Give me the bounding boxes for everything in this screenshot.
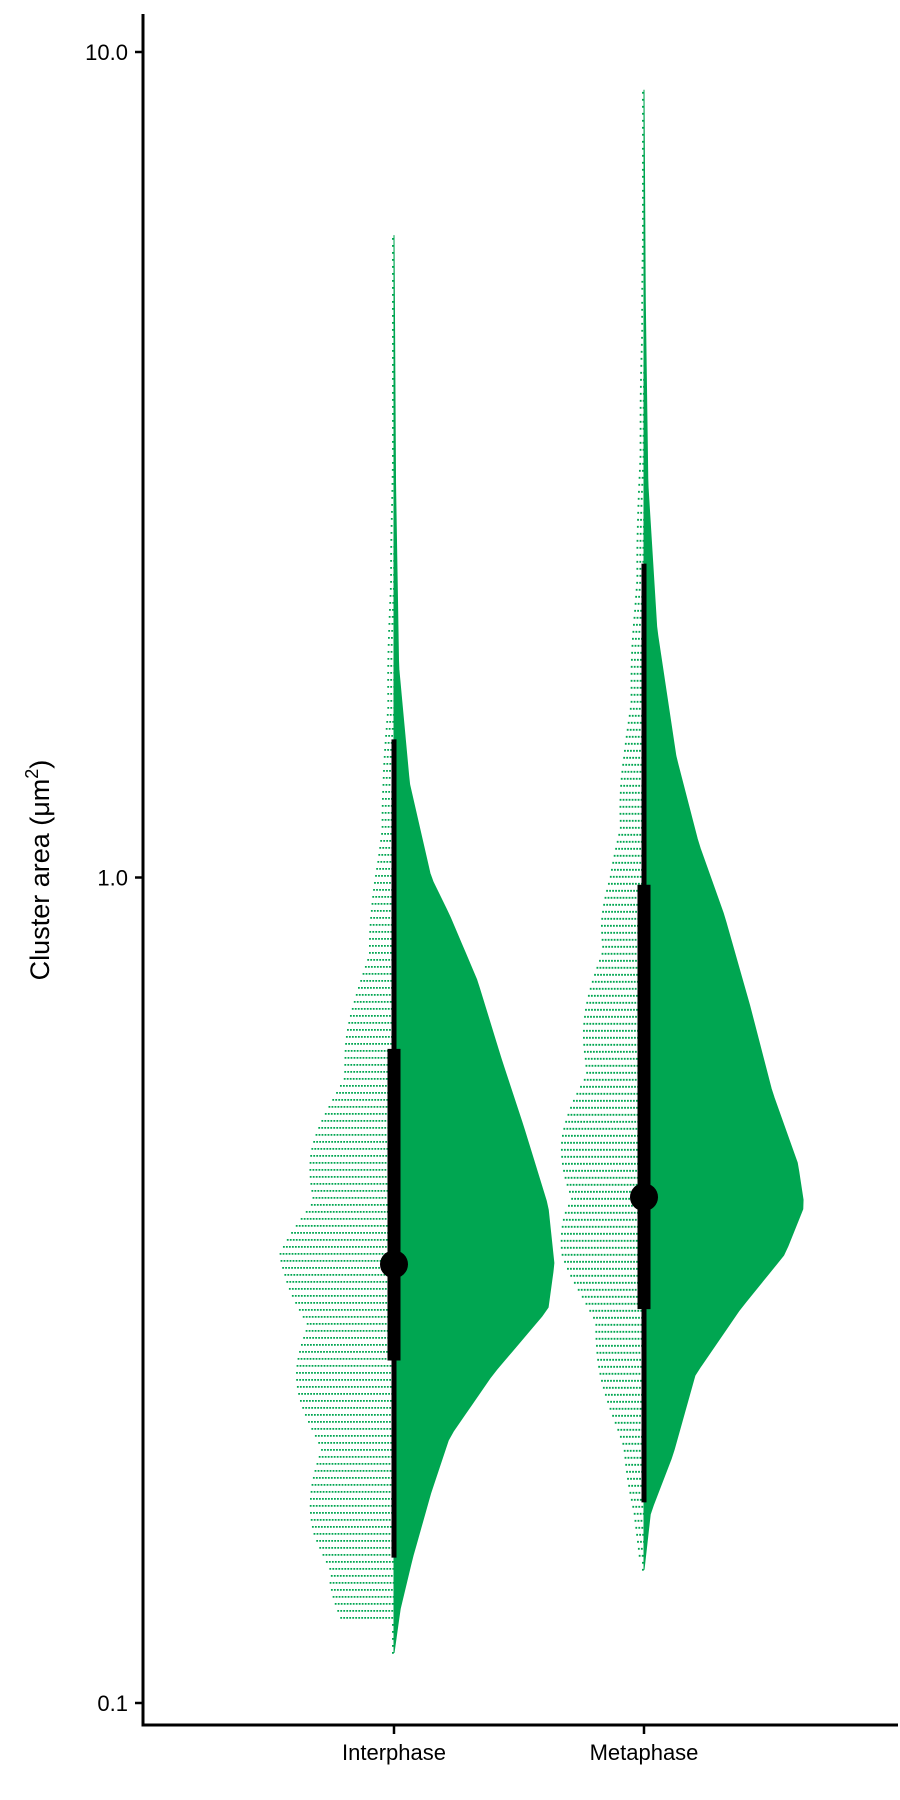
median-point-interphase <box>380 1250 408 1279</box>
x-tick-label: Metaphase <box>590 1740 699 1765</box>
dot-histogram-metaphase <box>560 91 644 1571</box>
x-tick-label: Interphase <box>342 1740 446 1765</box>
y-axis-title-sup: 2 <box>22 769 42 779</box>
x-ticks: Interphase Metaphase <box>342 1725 698 1765</box>
dot-histogram-interphase <box>279 237 394 1654</box>
median-point-metaphase <box>630 1183 658 1212</box>
y-axis-title-end: ) <box>25 760 55 769</box>
y-tick-label: 1.0 <box>97 866 128 891</box>
y-axis-title: Cluster area (μm2) <box>22 760 55 981</box>
y-tick-label: 10.0 <box>85 40 128 65</box>
y-tick-label: 0.1 <box>97 1691 128 1716</box>
y-axis-title-main: Cluster area (μm <box>25 779 55 981</box>
y-ticks: 0.1 1.0 10.0 <box>85 40 143 1716</box>
chart-marks <box>279 89 804 1654</box>
violin-density-interphase <box>393 235 555 1653</box>
violin-density-metaphase <box>643 89 804 1570</box>
